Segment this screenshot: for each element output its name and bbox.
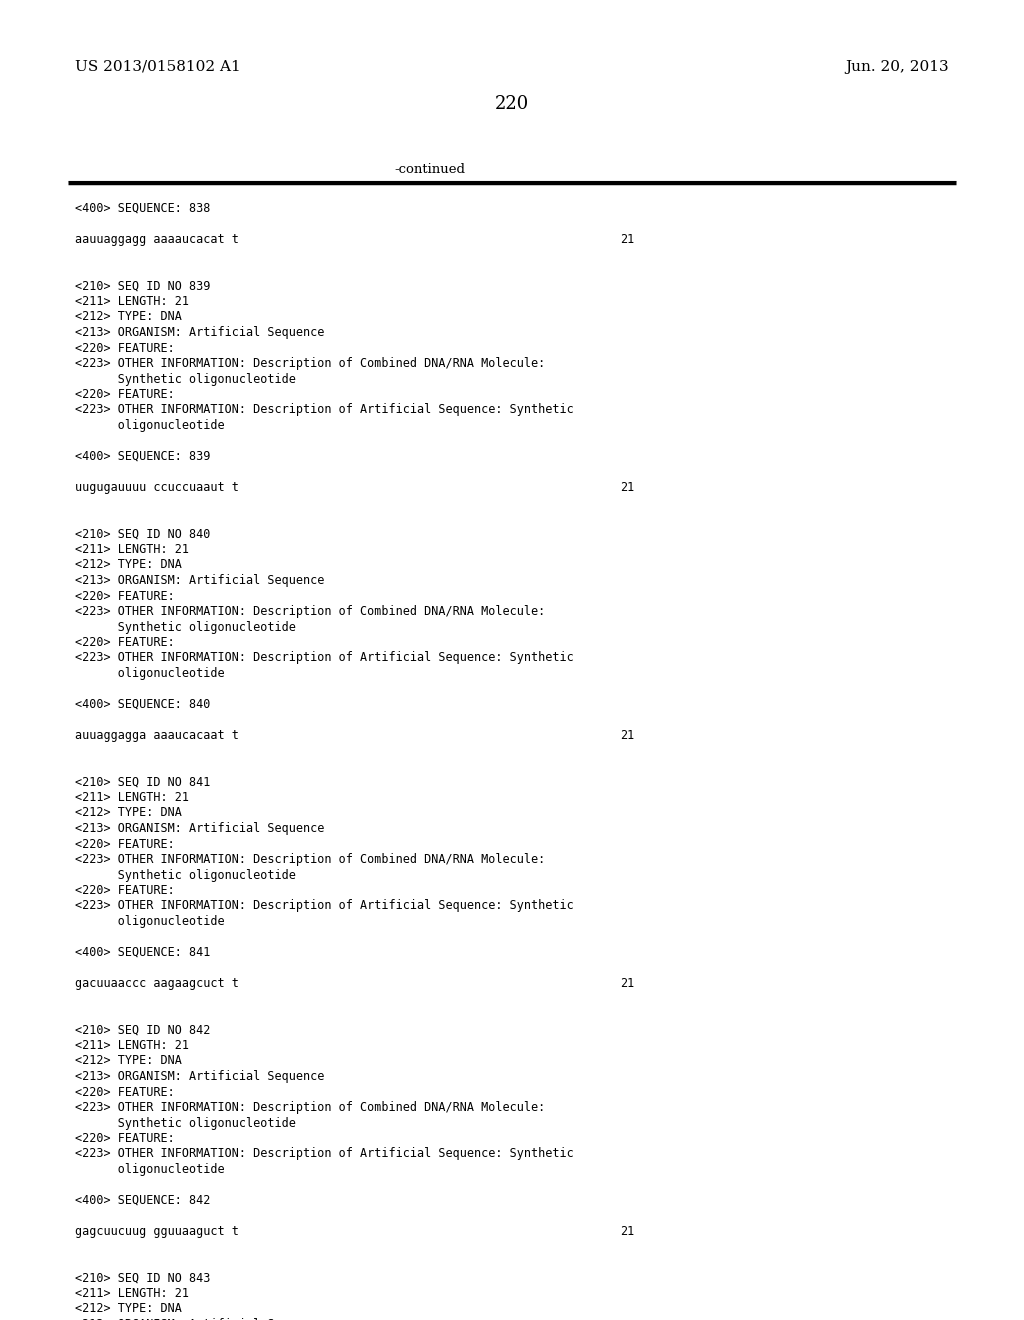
Text: Jun. 20, 2013: Jun. 20, 2013 xyxy=(846,59,949,74)
Text: aauuaggagg aaaaucacat t: aauuaggagg aaaaucacat t xyxy=(75,234,239,246)
Text: <212> TYPE: DNA: <212> TYPE: DNA xyxy=(75,1303,182,1316)
Text: <211> LENGTH: 21: <211> LENGTH: 21 xyxy=(75,1039,189,1052)
Text: <211> LENGTH: 21: <211> LENGTH: 21 xyxy=(75,294,189,308)
Text: <220> FEATURE:: <220> FEATURE: xyxy=(75,342,175,355)
Text: <223> OTHER INFORMATION: Description of Combined DNA/RNA Molecule:: <223> OTHER INFORMATION: Description of … xyxy=(75,356,545,370)
Text: uugugauuuu ccuccuaaut t: uugugauuuu ccuccuaaut t xyxy=(75,480,239,494)
Text: oligonucleotide: oligonucleotide xyxy=(75,1163,224,1176)
Text: <213> ORGANISM: Artificial Sequence: <213> ORGANISM: Artificial Sequence xyxy=(75,1317,325,1320)
Text: Synthetic oligonucleotide: Synthetic oligonucleotide xyxy=(75,372,296,385)
Text: 220: 220 xyxy=(495,95,529,114)
Text: Synthetic oligonucleotide: Synthetic oligonucleotide xyxy=(75,869,296,882)
Text: Synthetic oligonucleotide: Synthetic oligonucleotide xyxy=(75,1117,296,1130)
Text: <210> SEQ ID NO 840: <210> SEQ ID NO 840 xyxy=(75,528,210,540)
Text: <223> OTHER INFORMATION: Description of Artificial Sequence: Synthetic: <223> OTHER INFORMATION: Description of … xyxy=(75,404,573,417)
Text: <400> SEQUENCE: 838: <400> SEQUENCE: 838 xyxy=(75,202,210,215)
Text: <400> SEQUENCE: 839: <400> SEQUENCE: 839 xyxy=(75,450,210,463)
Text: <213> ORGANISM: Artificial Sequence: <213> ORGANISM: Artificial Sequence xyxy=(75,1071,325,1082)
Text: <212> TYPE: DNA: <212> TYPE: DNA xyxy=(75,310,182,323)
Text: <220> FEATURE:: <220> FEATURE: xyxy=(75,1085,175,1098)
Text: <211> LENGTH: 21: <211> LENGTH: 21 xyxy=(75,1287,189,1300)
Text: <213> ORGANISM: Artificial Sequence: <213> ORGANISM: Artificial Sequence xyxy=(75,574,325,587)
Text: <220> FEATURE:: <220> FEATURE: xyxy=(75,1133,175,1144)
Text: 21: 21 xyxy=(620,234,634,246)
Text: <210> SEQ ID NO 841: <210> SEQ ID NO 841 xyxy=(75,776,210,788)
Text: <223> OTHER INFORMATION: Description of Artificial Sequence: Synthetic: <223> OTHER INFORMATION: Description of … xyxy=(75,899,573,912)
Text: US 2013/0158102 A1: US 2013/0158102 A1 xyxy=(75,59,241,74)
Text: <400> SEQUENCE: 841: <400> SEQUENCE: 841 xyxy=(75,946,210,960)
Text: oligonucleotide: oligonucleotide xyxy=(75,667,224,680)
Text: <211> LENGTH: 21: <211> LENGTH: 21 xyxy=(75,543,189,556)
Text: oligonucleotide: oligonucleotide xyxy=(75,418,224,432)
Text: gagcuucuug gguuaaguct t: gagcuucuug gguuaaguct t xyxy=(75,1225,239,1238)
Text: 21: 21 xyxy=(620,1225,634,1238)
Text: <220> FEATURE:: <220> FEATURE: xyxy=(75,590,175,602)
Text: <212> TYPE: DNA: <212> TYPE: DNA xyxy=(75,807,182,820)
Text: <223> OTHER INFORMATION: Description of Artificial Sequence: Synthetic: <223> OTHER INFORMATION: Description of … xyxy=(75,1147,573,1160)
Text: <220> FEATURE:: <220> FEATURE: xyxy=(75,837,175,850)
Text: -continued: -continued xyxy=(394,162,466,176)
Text: <220> FEATURE:: <220> FEATURE: xyxy=(75,636,175,649)
Text: <212> TYPE: DNA: <212> TYPE: DNA xyxy=(75,558,182,572)
Text: <223> OTHER INFORMATION: Description of Artificial Sequence: Synthetic: <223> OTHER INFORMATION: Description of … xyxy=(75,652,573,664)
Text: <213> ORGANISM: Artificial Sequence: <213> ORGANISM: Artificial Sequence xyxy=(75,822,325,836)
Text: <223> OTHER INFORMATION: Description of Combined DNA/RNA Molecule:: <223> OTHER INFORMATION: Description of … xyxy=(75,853,545,866)
Text: <223> OTHER INFORMATION: Description of Combined DNA/RNA Molecule:: <223> OTHER INFORMATION: Description of … xyxy=(75,1101,545,1114)
Text: <223> OTHER INFORMATION: Description of Combined DNA/RNA Molecule:: <223> OTHER INFORMATION: Description of … xyxy=(75,605,545,618)
Text: <213> ORGANISM: Artificial Sequence: <213> ORGANISM: Artificial Sequence xyxy=(75,326,325,339)
Text: <211> LENGTH: 21: <211> LENGTH: 21 xyxy=(75,791,189,804)
Text: <400> SEQUENCE: 840: <400> SEQUENCE: 840 xyxy=(75,698,210,711)
Text: <210> SEQ ID NO 839: <210> SEQ ID NO 839 xyxy=(75,280,210,293)
Text: <210> SEQ ID NO 842: <210> SEQ ID NO 842 xyxy=(75,1023,210,1036)
Text: 21: 21 xyxy=(620,977,634,990)
Text: <220> FEATURE:: <220> FEATURE: xyxy=(75,388,175,401)
Text: <220> FEATURE:: <220> FEATURE: xyxy=(75,884,175,898)
Text: Synthetic oligonucleotide: Synthetic oligonucleotide xyxy=(75,620,296,634)
Text: <400> SEQUENCE: 842: <400> SEQUENCE: 842 xyxy=(75,1195,210,1206)
Text: <210> SEQ ID NO 843: <210> SEQ ID NO 843 xyxy=(75,1271,210,1284)
Text: gacuuaaccc aagaagcuct t: gacuuaaccc aagaagcuct t xyxy=(75,977,239,990)
Text: auuaggagga aaaucacaat t: auuaggagga aaaucacaat t xyxy=(75,729,239,742)
Text: 21: 21 xyxy=(620,729,634,742)
Text: 21: 21 xyxy=(620,480,634,494)
Text: <212> TYPE: DNA: <212> TYPE: DNA xyxy=(75,1055,182,1068)
Text: oligonucleotide: oligonucleotide xyxy=(75,915,224,928)
